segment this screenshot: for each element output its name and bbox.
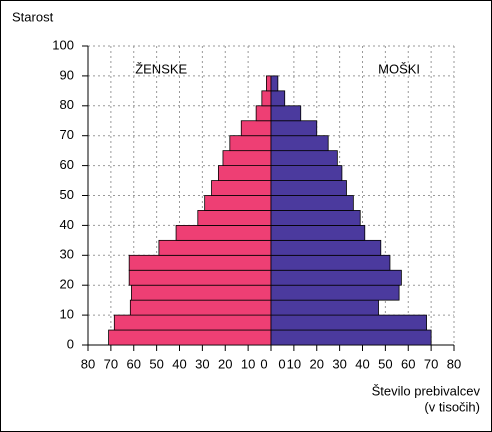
bar — [158, 239, 272, 256]
legend-label: MOŠKI — [378, 61, 420, 76]
bar — [270, 135, 329, 152]
bar — [270, 165, 343, 181]
y-tick-label: 0 — [67, 336, 74, 351]
x-tick-label: 30 — [332, 356, 346, 371]
bar — [270, 284, 400, 301]
bar — [211, 180, 272, 196]
bar — [270, 180, 347, 196]
y-tick-label: 10 — [60, 307, 74, 322]
bar — [270, 120, 318, 137]
y-tick-label: 90 — [60, 67, 74, 82]
x-tick-label: 40 — [355, 356, 369, 371]
y-tick-label: 70 — [60, 127, 74, 142]
x-tick-label: 70 — [104, 356, 118, 371]
bar — [175, 224, 272, 241]
bar — [270, 239, 382, 256]
y-axis-label: Starost — [12, 9, 54, 24]
x-tick-label: 0 — [278, 356, 285, 371]
bar — [270, 254, 391, 271]
bar — [270, 150, 338, 166]
bar — [261, 90, 272, 107]
y-tick-label: 100 — [52, 37, 74, 52]
y-tick-label: 40 — [60, 217, 74, 232]
bar — [270, 105, 302, 122]
bar — [222, 150, 272, 166]
x-tick-label: 10 — [287, 356, 301, 371]
bar — [128, 254, 272, 271]
x-tick-label: 0 — [260, 356, 267, 371]
x-tick-label: 50 — [149, 356, 163, 371]
bar — [270, 90, 286, 107]
x-tick-label: 60 — [127, 356, 141, 371]
legend-label: ŽENSKE — [135, 61, 187, 76]
bar — [255, 105, 272, 122]
bar — [229, 135, 272, 152]
y-tick-label: 20 — [60, 277, 74, 292]
x-axis-label: (v tisočih) — [424, 399, 480, 414]
x-tick-label: 20 — [218, 356, 232, 371]
y-tick-label: 60 — [60, 157, 74, 172]
bar — [270, 314, 427, 331]
bar — [108, 329, 272, 346]
bar — [129, 299, 272, 316]
bar — [266, 75, 272, 92]
bar — [217, 165, 272, 181]
bar — [197, 210, 272, 226]
bar — [270, 224, 366, 241]
bar — [270, 299, 379, 316]
x-axis-label: Število prebivalcev — [372, 383, 481, 398]
bar — [270, 195, 354, 211]
bar — [270, 210, 361, 226]
bar — [270, 329, 432, 346]
bar — [128, 269, 272, 286]
bar — [131, 284, 272, 301]
x-tick-label: 70 — [424, 356, 438, 371]
x-tick-label: 50 — [378, 356, 392, 371]
bar — [113, 314, 272, 331]
bar — [240, 120, 272, 137]
bar — [270, 75, 279, 92]
x-tick-label: 40 — [172, 356, 186, 371]
y-tick-label: 50 — [60, 187, 74, 202]
y-tick-label: 30 — [60, 247, 74, 262]
bar — [204, 195, 272, 211]
x-tick-label: 10 — [241, 356, 255, 371]
bar — [270, 269, 402, 286]
x-tick-label: 20 — [310, 356, 324, 371]
x-tick-label: 80 — [81, 356, 95, 371]
x-tick-label: 30 — [195, 356, 209, 371]
y-tick-label: 80 — [60, 97, 74, 112]
x-tick-label: 60 — [401, 356, 415, 371]
x-tick-label: 80 — [447, 356, 461, 371]
